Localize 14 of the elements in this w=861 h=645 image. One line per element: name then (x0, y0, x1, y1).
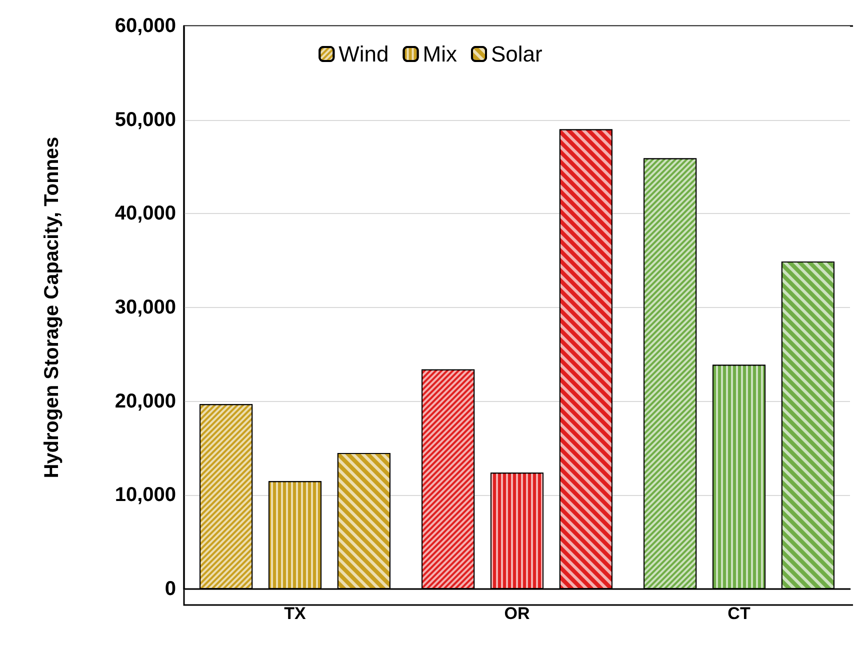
y-tick-label: 60,000 (114, 15, 176, 37)
x-tick-label: OR (504, 604, 530, 623)
legend-label: Mix (422, 42, 457, 66)
y-axis-title: Hydrogen Storage Capacity, Tonnes (41, 136, 63, 478)
legend-label: Solar (490, 42, 542, 66)
y-tick-label: 0 (164, 578, 176, 600)
x-tick-label: CT (728, 604, 751, 623)
y-tick-label: 20,000 (114, 390, 176, 412)
y-tick-label: 50,000 (114, 108, 176, 131)
x-tick-label: TX (284, 604, 307, 623)
y-tick-label: 10,000 (114, 484, 176, 506)
legend-label: Wind (338, 42, 389, 66)
y-tick-label: 40,000 (114, 202, 176, 225)
y-tick-label: 30,000 (114, 296, 176, 318)
